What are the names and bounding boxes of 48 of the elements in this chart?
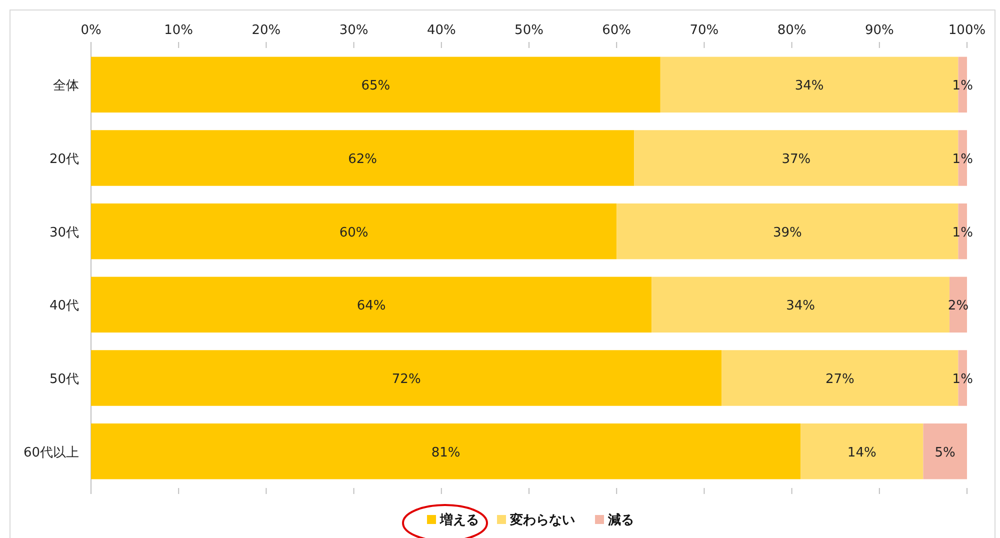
data-label: 60%: [339, 225, 368, 240]
bar: [923, 423, 967, 480]
legend-label: 減る: [607, 513, 634, 528]
x-tick-label: 30%: [339, 23, 368, 38]
data-label: 34%: [794, 78, 824, 94]
y-tick-label: 30代: [49, 225, 79, 240]
bar: [652, 276, 950, 333]
data-label: 14%: [847, 445, 876, 460]
data-label: 27%: [826, 372, 854, 387]
data-label: 34%: [786, 298, 816, 314]
data-label: 1%: [952, 78, 973, 94]
legend-label: 変わらない: [509, 512, 575, 528]
data-label: 39%: [772, 225, 802, 240]
data-label: 72%: [392, 372, 421, 387]
y-tick-label: 50代: [49, 372, 79, 387]
x-tick-label: 90%: [864, 23, 894, 38]
x-tick-label: 0%: [80, 23, 102, 38]
x-tick-label: 100%: [948, 23, 986, 38]
x-tick-label: 60%: [602, 23, 632, 38]
data-label: 2%: [948, 298, 969, 314]
data-label: 62%: [348, 152, 378, 167]
data-label: 1%: [952, 225, 973, 240]
bar: [91, 423, 801, 480]
bar: [91, 203, 617, 260]
data-label: 5%: [934, 445, 956, 460]
bar: [800, 423, 924, 480]
data-label: 37%: [782, 152, 811, 167]
bar: [91, 350, 722, 406]
y-tick-label: 全体: [53, 78, 79, 94]
legend-label: 増える: [439, 512, 479, 528]
x-tick-label: 20%: [252, 23, 281, 38]
data-label: 64%: [356, 298, 386, 314]
data-label: 65%: [361, 78, 390, 94]
y-tick-label: 40代: [49, 298, 79, 314]
x-tick-label: 80%: [777, 23, 806, 38]
x-tick-label: 70%: [690, 23, 719, 38]
x-tick-label: 40%: [426, 23, 456, 38]
x-tick-label: 10%: [164, 23, 194, 38]
bar: [91, 276, 652, 333]
bar: [91, 130, 634, 186]
bar: [949, 276, 967, 333]
data-label: 1%: [952, 372, 973, 387]
y-tick-label: 20代: [49, 152, 79, 167]
data-label: 1%: [952, 152, 973, 167]
data-label: 81%: [431, 445, 460, 460]
bar: [91, 56, 660, 113]
x-tick-label: 50%: [514, 23, 544, 38]
y-tick-label: 60代以上: [23, 445, 79, 460]
